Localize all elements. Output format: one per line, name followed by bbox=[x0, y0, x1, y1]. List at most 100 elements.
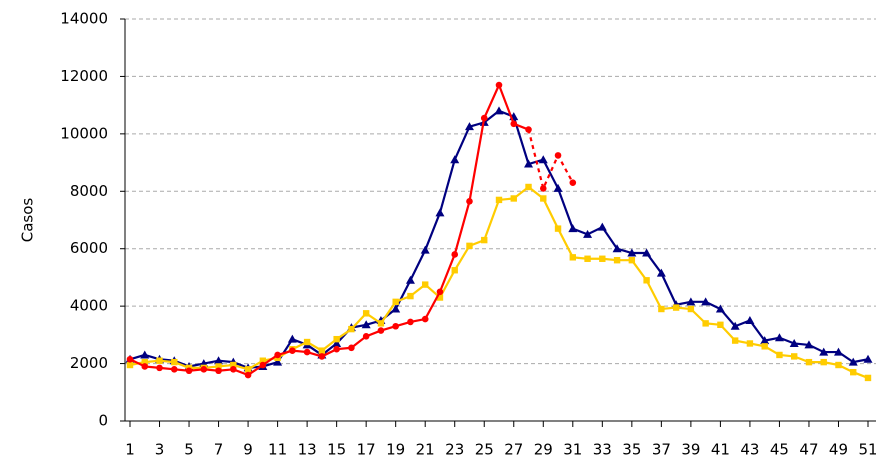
marker bbox=[627, 248, 637, 257]
y-tick-label: 10000 bbox=[60, 124, 108, 142]
marker bbox=[215, 367, 222, 375]
x-tick-label: 21 bbox=[416, 441, 435, 459]
marker bbox=[333, 335, 340, 343]
marker bbox=[287, 334, 297, 343]
x-tick-label: 7 bbox=[214, 441, 224, 459]
marker bbox=[466, 242, 473, 250]
marker bbox=[156, 357, 163, 364]
marker bbox=[525, 126, 532, 133]
marker bbox=[760, 336, 770, 345]
marker bbox=[717, 321, 724, 329]
marker bbox=[141, 358, 148, 366]
series-line bbox=[129, 82, 529, 377]
x-tick-label: 39 bbox=[681, 441, 700, 459]
marker bbox=[436, 288, 444, 296]
x-tick-label: 41 bbox=[711, 441, 730, 459]
marker bbox=[450, 155, 460, 164]
marker bbox=[333, 345, 340, 353]
marker bbox=[244, 366, 252, 373]
marker bbox=[362, 332, 370, 340]
marker bbox=[569, 254, 576, 261]
marker bbox=[185, 367, 193, 375]
marker bbox=[850, 368, 857, 376]
marker bbox=[656, 268, 666, 277]
marker bbox=[230, 361, 237, 369]
marker bbox=[848, 357, 858, 366]
marker bbox=[628, 257, 636, 264]
marker bbox=[466, 198, 473, 205]
x-tick-label: 43 bbox=[740, 441, 759, 459]
marker bbox=[820, 358, 827, 366]
marker bbox=[569, 179, 577, 186]
marker bbox=[348, 344, 355, 352]
marker bbox=[392, 298, 399, 306]
x-tick-label: 45 bbox=[770, 441, 789, 459]
marker bbox=[554, 225, 562, 232]
x-tick-label: 25 bbox=[475, 441, 494, 459]
marker bbox=[332, 338, 342, 347]
marker bbox=[377, 320, 385, 327]
marker bbox=[524, 159, 534, 168]
y-tick-label: 0 bbox=[98, 412, 108, 430]
marker bbox=[480, 114, 488, 122]
x-tick-label: 11 bbox=[268, 441, 287, 459]
x-tick-label: 27 bbox=[504, 441, 523, 459]
series-line bbox=[527, 129, 574, 192]
marker bbox=[776, 351, 783, 359]
marker bbox=[642, 248, 652, 257]
marker bbox=[554, 152, 562, 159]
marker bbox=[495, 196, 503, 204]
x-tick-label: 31 bbox=[563, 441, 582, 459]
x-tick-label: 37 bbox=[652, 441, 671, 459]
marker bbox=[568, 224, 578, 233]
marker bbox=[126, 355, 134, 363]
marker bbox=[214, 356, 224, 365]
marker bbox=[686, 297, 696, 306]
marker bbox=[715, 304, 725, 313]
x-tick-label: 17 bbox=[357, 441, 376, 459]
marker bbox=[539, 185, 547, 192]
marker bbox=[421, 315, 429, 323]
marker bbox=[819, 347, 829, 356]
marker bbox=[274, 351, 281, 359]
marker bbox=[833, 347, 843, 356]
x-tick-label: 29 bbox=[534, 441, 553, 459]
y-tick-label: 12000 bbox=[60, 67, 108, 85]
marker bbox=[805, 358, 813, 366]
marker bbox=[672, 304, 680, 311]
marker bbox=[494, 106, 504, 115]
marker bbox=[303, 348, 311, 356]
x-tick-label: 33 bbox=[593, 441, 612, 459]
marker bbox=[141, 363, 149, 370]
marker bbox=[215, 363, 222, 370]
marker bbox=[200, 366, 208, 373]
marker bbox=[348, 325, 355, 333]
marker bbox=[612, 244, 622, 253]
x-tick-label: 47 bbox=[799, 441, 818, 459]
marker bbox=[702, 320, 709, 327]
marker bbox=[863, 354, 873, 363]
marker bbox=[643, 277, 650, 284]
x-tick-label: 15 bbox=[327, 441, 346, 459]
marker bbox=[761, 343, 768, 350]
marker bbox=[126, 361, 134, 369]
marker bbox=[613, 257, 621, 264]
marker bbox=[171, 358, 178, 366]
marker bbox=[392, 322, 399, 330]
marker bbox=[318, 347, 326, 354]
marker bbox=[451, 267, 458, 274]
series-line bbox=[129, 109, 869, 369]
marker bbox=[451, 251, 459, 258]
series-line bbox=[129, 185, 869, 379]
marker bbox=[273, 357, 283, 366]
x-tick-label: 13 bbox=[298, 441, 317, 459]
marker bbox=[540, 195, 547, 202]
marker bbox=[804, 340, 814, 349]
marker bbox=[835, 361, 842, 369]
marker bbox=[259, 357, 267, 364]
marker bbox=[377, 327, 385, 334]
marker bbox=[405, 275, 415, 284]
marker bbox=[658, 305, 665, 313]
marker bbox=[599, 255, 606, 262]
